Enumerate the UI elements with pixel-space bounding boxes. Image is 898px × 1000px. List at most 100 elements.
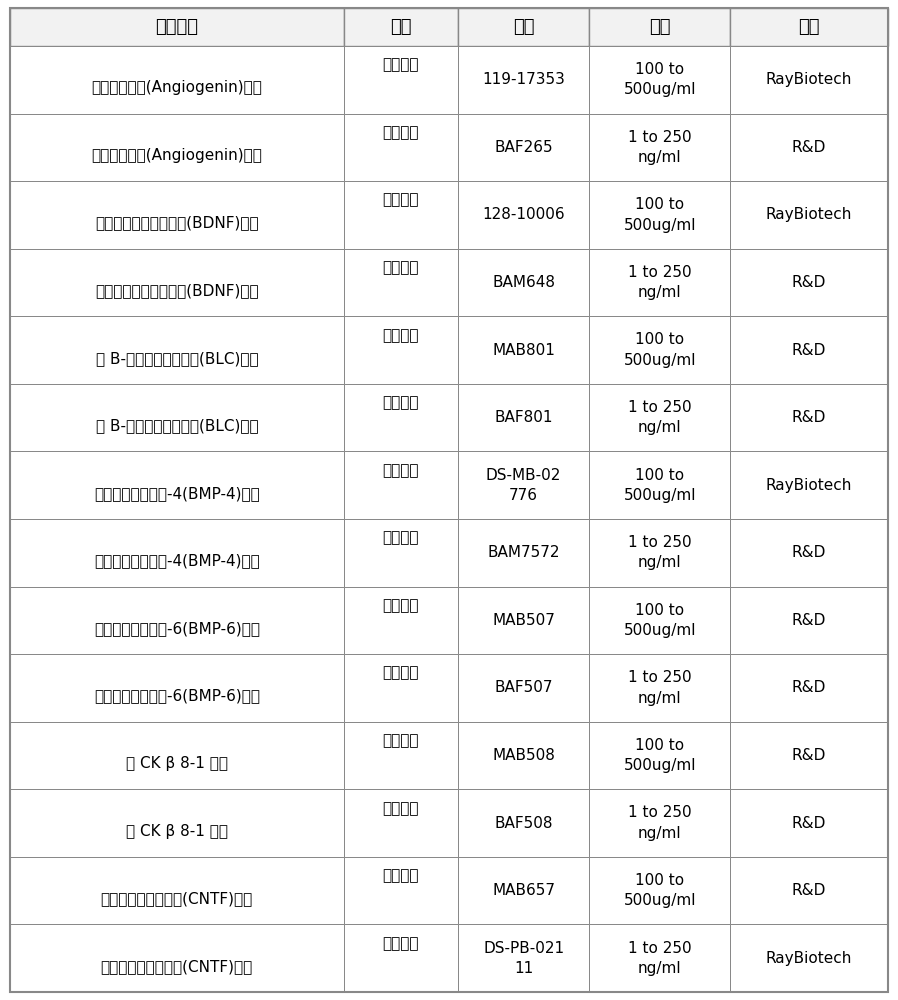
Text: 捕获抗体: 捕获抗体 — [383, 598, 419, 613]
Text: 1 to 250: 1 to 250 — [628, 670, 691, 685]
Text: R&D: R&D — [792, 545, 826, 560]
Bar — [458, 46, 589, 114]
Text: R&D: R&D — [792, 748, 826, 763]
Bar — [344, 316, 458, 384]
Bar — [730, 316, 888, 384]
Text: 检测抗体: 检测抗体 — [383, 125, 419, 140]
Bar — [458, 789, 589, 857]
Text: MAB508: MAB508 — [492, 748, 555, 763]
Bar — [730, 384, 888, 451]
Text: 抗骨形态发生蛋白-6(BMP-6)抗体: 抗骨形态发生蛋白-6(BMP-6)抗体 — [93, 621, 260, 636]
Bar — [344, 587, 458, 654]
Text: 浓度: 浓度 — [649, 18, 671, 36]
Text: 检测抗体: 检测抗体 — [383, 666, 419, 681]
Bar — [730, 924, 888, 992]
Bar — [344, 384, 458, 451]
Text: 100 to: 100 to — [635, 873, 684, 888]
Bar — [10, 789, 344, 857]
Bar — [730, 857, 888, 924]
Bar — [10, 451, 344, 519]
Text: R&D: R&D — [792, 816, 826, 831]
Text: RayBiotech: RayBiotech — [766, 478, 852, 493]
Text: 捕获抗体: 捕获抗体 — [383, 733, 419, 748]
Text: ng/ml: ng/ml — [638, 150, 682, 165]
Bar — [344, 722, 458, 789]
Text: ng/ml: ng/ml — [638, 420, 682, 435]
Text: 抗骨形态发生蛋白-4(BMP-4)抗体: 抗骨形态发生蛋白-4(BMP-4)抗体 — [94, 486, 260, 501]
Bar — [589, 46, 730, 114]
Text: 抗 B-淋巴细胞趋化因子(BLC)抗体: 抗 B-淋巴细胞趋化因子(BLC)抗体 — [95, 418, 258, 433]
Text: 抗体名称: 抗体名称 — [155, 18, 198, 36]
Bar — [344, 519, 458, 587]
Text: 抗骨形态发生蛋白-6(BMP-6)抗体: 抗骨形态发生蛋白-6(BMP-6)抗体 — [93, 689, 260, 704]
Text: 500ug/ml: 500ug/ml — [623, 758, 696, 773]
Bar — [589, 384, 730, 451]
Bar — [730, 519, 888, 587]
Bar — [10, 249, 344, 316]
Text: RayBiotech: RayBiotech — [766, 72, 852, 87]
Text: BAF507: BAF507 — [495, 680, 553, 695]
Text: MAB507: MAB507 — [492, 613, 555, 628]
Bar — [10, 316, 344, 384]
Text: 抗血管生成素(Angiogenin)抗体: 抗血管生成素(Angiogenin)抗体 — [92, 148, 262, 163]
Text: R&D: R&D — [792, 883, 826, 898]
Bar — [458, 587, 589, 654]
Bar — [458, 519, 589, 587]
Text: ng/ml: ng/ml — [638, 961, 682, 976]
Text: ng/ml: ng/ml — [638, 555, 682, 570]
Text: 抗睫状神经营养因子(CNTF)抗体: 抗睫状神经营养因子(CNTF)抗体 — [101, 891, 253, 906]
Text: 抗 B-淋巴细胞趋化因子(BLC)抗体: 抗 B-淋巴细胞趋化因子(BLC)抗体 — [95, 351, 258, 366]
Text: R&D: R&D — [792, 680, 826, 695]
Text: 1 to 250: 1 to 250 — [628, 400, 691, 415]
Text: 128-10006: 128-10006 — [482, 207, 565, 222]
Bar — [10, 857, 344, 924]
Bar — [344, 654, 458, 722]
Text: 用途: 用途 — [390, 18, 411, 36]
Text: 100 to: 100 to — [635, 603, 684, 618]
Bar — [730, 181, 888, 249]
Text: BAF508: BAF508 — [495, 816, 553, 831]
Text: 抗血管生成素(Angiogenin)抗体: 抗血管生成素(Angiogenin)抗体 — [92, 80, 262, 95]
Bar — [589, 924, 730, 992]
Text: 抗 CK β 8-1 抗体: 抗 CK β 8-1 抗体 — [126, 756, 228, 771]
Text: 100 to: 100 to — [635, 62, 684, 77]
Bar — [458, 451, 589, 519]
Bar — [10, 519, 344, 587]
Bar — [589, 654, 730, 722]
Text: 厂商: 厂商 — [798, 18, 820, 36]
Bar — [344, 857, 458, 924]
Bar — [10, 654, 344, 722]
Text: 1 to 250: 1 to 250 — [628, 265, 691, 280]
Bar — [10, 114, 344, 181]
Bar — [10, 46, 344, 114]
Bar — [589, 587, 730, 654]
Bar — [730, 46, 888, 114]
Text: R&D: R&D — [792, 343, 826, 358]
Bar — [344, 114, 458, 181]
Text: BAF265: BAF265 — [494, 140, 553, 155]
Bar — [458, 249, 589, 316]
Bar — [589, 8, 730, 46]
Text: 500ug/ml: 500ug/ml — [623, 82, 696, 97]
Text: RayBiotech: RayBiotech — [766, 951, 852, 966]
Bar — [10, 181, 344, 249]
Text: 500ug/ml: 500ug/ml — [623, 218, 696, 233]
Bar — [458, 654, 589, 722]
Bar — [10, 8, 344, 46]
Text: 抗 CK β 8-1 抗体: 抗 CK β 8-1 抗体 — [126, 824, 228, 839]
Text: 捕获抗体: 捕获抗体 — [383, 463, 419, 478]
Bar — [10, 924, 344, 992]
Text: RayBiotech: RayBiotech — [766, 207, 852, 222]
Bar — [10, 722, 344, 789]
Text: 捕获抗体: 捕获抗体 — [383, 193, 419, 208]
Text: 500ug/ml: 500ug/ml — [623, 488, 696, 503]
Bar — [458, 8, 589, 46]
Text: 11: 11 — [514, 961, 533, 976]
Bar — [589, 316, 730, 384]
Bar — [730, 587, 888, 654]
Text: R&D: R&D — [792, 275, 826, 290]
Text: 119-17353: 119-17353 — [482, 72, 565, 87]
Text: 抗脑源性神经营养因子(BDNF)抗体: 抗脑源性神经营养因子(BDNF)抗体 — [95, 283, 259, 298]
Text: 捕获抗体: 捕获抗体 — [383, 328, 419, 343]
Bar — [589, 722, 730, 789]
